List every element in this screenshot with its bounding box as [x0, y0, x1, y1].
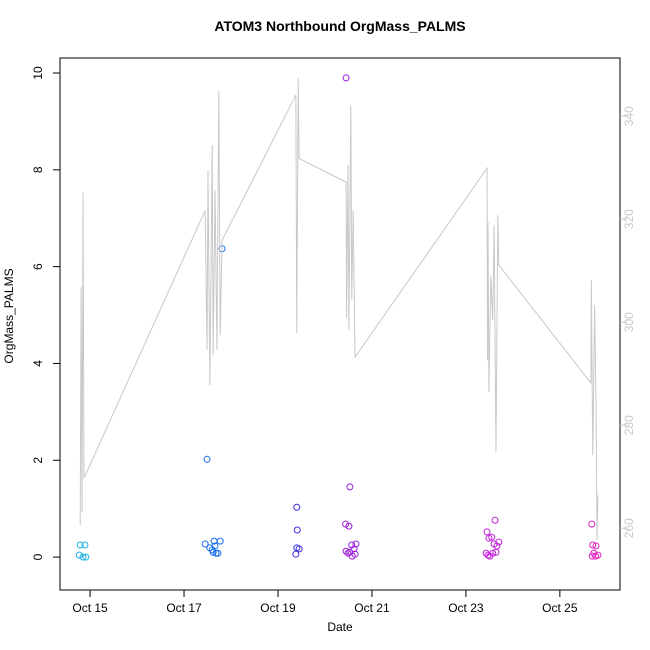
x-tick-label: Oct 17	[166, 601, 202, 615]
x-tick-label: Oct 19	[260, 601, 296, 615]
point	[203, 455, 211, 463]
y2-tick-label: 280	[622, 415, 636, 435]
x-tick-label: Oct 23	[448, 601, 484, 615]
point	[348, 541, 356, 549]
y-tick-label: 6	[31, 263, 45, 270]
point	[350, 545, 358, 553]
point	[201, 540, 209, 548]
y2-tick-label: 320	[622, 209, 636, 229]
point	[588, 552, 596, 560]
point	[82, 553, 90, 561]
point	[342, 74, 350, 82]
point	[352, 540, 360, 548]
point	[488, 533, 496, 541]
y2-tick-label: 300	[622, 312, 636, 332]
point	[342, 547, 350, 555]
y-tick-label: 8	[31, 166, 45, 173]
point	[495, 538, 503, 546]
point	[346, 483, 354, 491]
x-tick-label: Oct 15	[72, 601, 108, 615]
point	[75, 551, 83, 559]
point	[492, 548, 500, 556]
plot-frame	[59, 57, 621, 591]
point	[214, 549, 222, 557]
y-tick-label: 10	[31, 66, 45, 80]
y2-tick-label: 260	[622, 518, 636, 538]
point	[293, 503, 301, 511]
point	[76, 541, 84, 549]
point	[295, 545, 303, 553]
point	[489, 549, 497, 557]
point	[491, 516, 499, 524]
point	[351, 550, 359, 558]
y2-tick-label: 340	[622, 106, 636, 126]
point	[216, 537, 224, 545]
point	[592, 542, 600, 550]
line	[79, 78, 599, 541]
point	[483, 528, 491, 536]
point	[293, 526, 301, 534]
point	[208, 546, 216, 554]
point	[592, 552, 600, 560]
x-tick-label: Oct 21	[354, 601, 390, 615]
point	[588, 520, 596, 528]
x-tick-label: Oct 25	[542, 601, 578, 615]
point	[345, 522, 353, 530]
point	[482, 549, 490, 557]
point	[81, 541, 89, 549]
x-axis-label: Date	[327, 620, 353, 634]
y-tick-label: 0	[31, 553, 45, 560]
y-axis-label: OrgMass_PALMS	[2, 268, 16, 363]
chart-title: ATOM3 Northbound OrgMass_PALMS	[214, 18, 465, 34]
point	[589, 541, 597, 549]
y-tick-label: 4	[31, 360, 45, 367]
point	[344, 549, 352, 557]
point	[292, 550, 300, 558]
point	[79, 553, 87, 561]
y-tick-label: 2	[31, 457, 45, 464]
